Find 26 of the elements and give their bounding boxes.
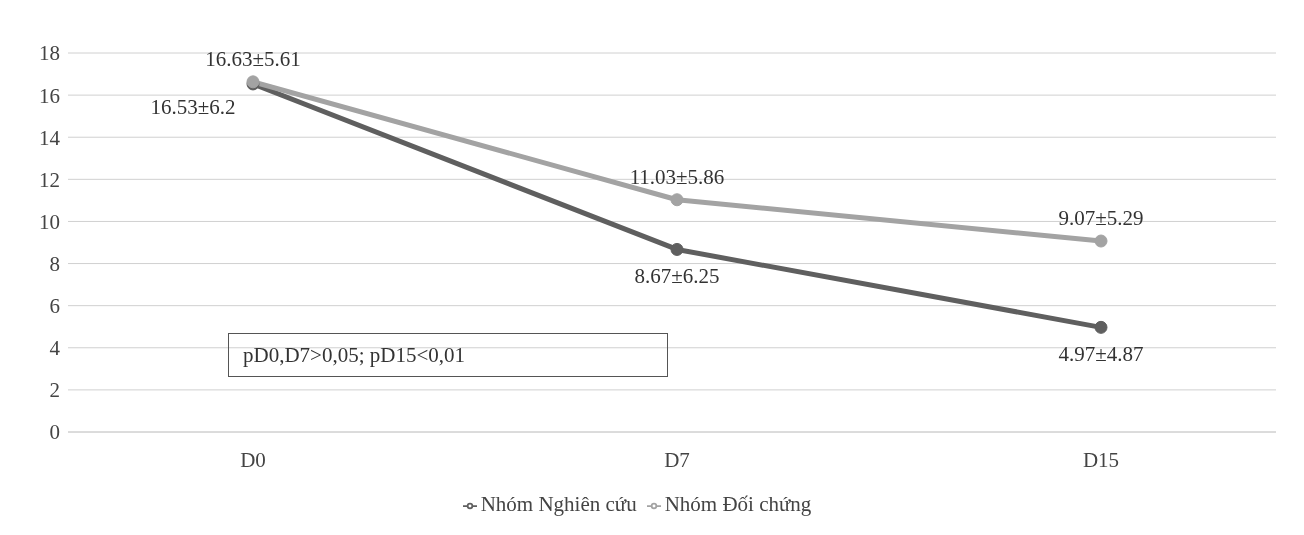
y-tick-label: 12	[39, 167, 60, 192]
point	[1094, 234, 1108, 248]
y-tick-label: 16	[39, 83, 60, 108]
y-tick-label: 2	[49, 378, 60, 403]
legend-label: Nhóm Đối chứng	[664, 492, 812, 516]
x-tick-label: D7	[664, 447, 690, 472]
y-tick-label: 10	[39, 209, 60, 234]
data-label: 4.97±4.87	[1058, 342, 1144, 367]
annotation-box: pD0,D7>0,05; pD15<0,01	[228, 333, 668, 377]
legend-label: Nhóm Nghiên cứu	[480, 492, 637, 516]
data-label: 8.67±6.25	[634, 264, 720, 289]
x-tick-label: D0	[240, 447, 266, 472]
data-label: 16.53±6.2	[150, 94, 236, 119]
point	[1094, 320, 1108, 334]
y-tick-label: 8	[49, 252, 60, 277]
point	[670, 242, 684, 256]
y-tick-label: 18	[39, 41, 60, 66]
y-tick-label: 6	[49, 294, 60, 319]
data-label: 9.07±5.29	[1058, 206, 1144, 231]
data-label: 11.03±5.86	[629, 164, 725, 189]
y-tick-label: 14	[39, 125, 61, 150]
point	[670, 193, 684, 207]
y-tick-label: 0	[49, 420, 60, 445]
data-label: 16.63±5.61	[205, 46, 301, 71]
y-tick-label: 4	[49, 336, 61, 361]
x-tick-label: D15	[1082, 447, 1120, 472]
